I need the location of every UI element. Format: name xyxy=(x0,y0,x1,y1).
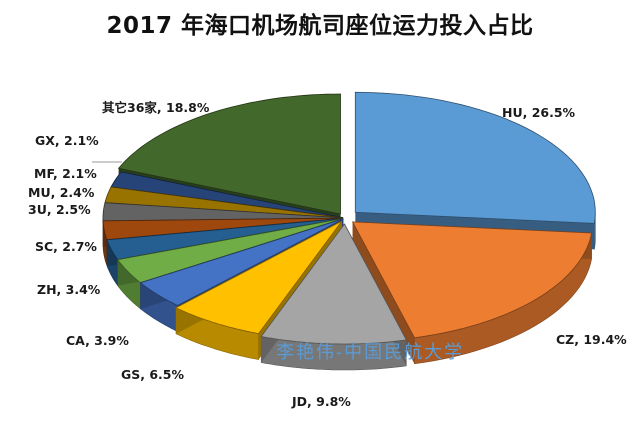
label-mu: MU, 2.4% xyxy=(28,185,95,200)
label-gs: GS, 6.5% xyxy=(121,367,185,382)
pie-slice-JD xyxy=(260,223,407,371)
watermark: 李艳伟-中国民航大学 xyxy=(276,342,465,363)
label-other: 其它36家, 18.8% xyxy=(102,100,210,115)
label-3u: 3U, 2.5% xyxy=(28,202,91,217)
label-mf: MF, 2.1% xyxy=(34,166,97,181)
label-gx: GX, 2.1% xyxy=(35,133,99,148)
label-zh: ZH, 3.4% xyxy=(37,282,101,297)
pie-slice-CZ xyxy=(351,221,593,365)
chart-title: 2017 年海口机场航司座位运力投入占比 xyxy=(106,13,534,39)
label-jd: JD, 9.8% xyxy=(292,394,351,409)
label-sc: SC, 2.7% xyxy=(35,239,97,254)
label-hu: HU, 26.5% xyxy=(502,105,576,120)
label-ca: CA, 3.9% xyxy=(66,333,129,348)
label-cz: CZ, 19.4% xyxy=(556,332,627,347)
